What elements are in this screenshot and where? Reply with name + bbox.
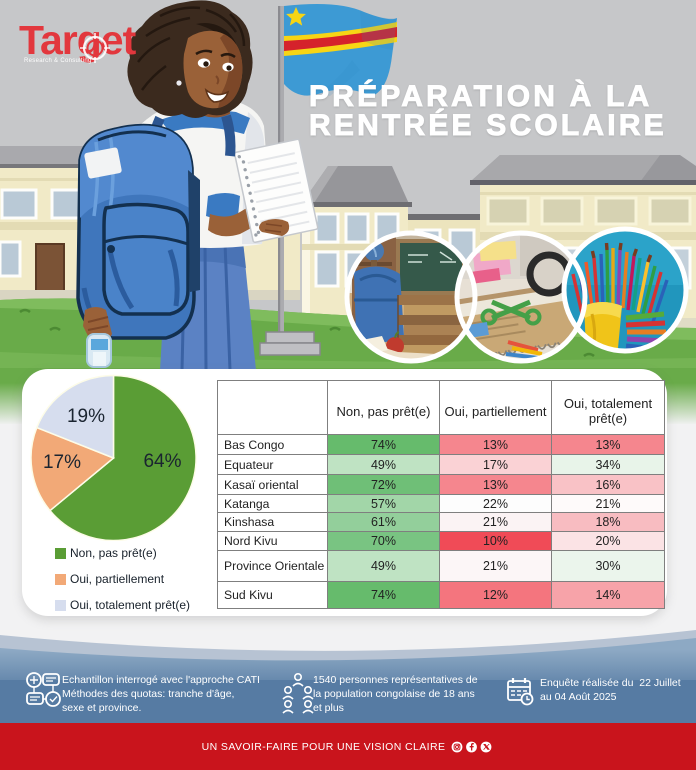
svg-text:64%: 64% (143, 451, 181, 472)
svg-text:19%: 19% (67, 406, 105, 427)
svg-text:17%: 17% (43, 452, 81, 473)
